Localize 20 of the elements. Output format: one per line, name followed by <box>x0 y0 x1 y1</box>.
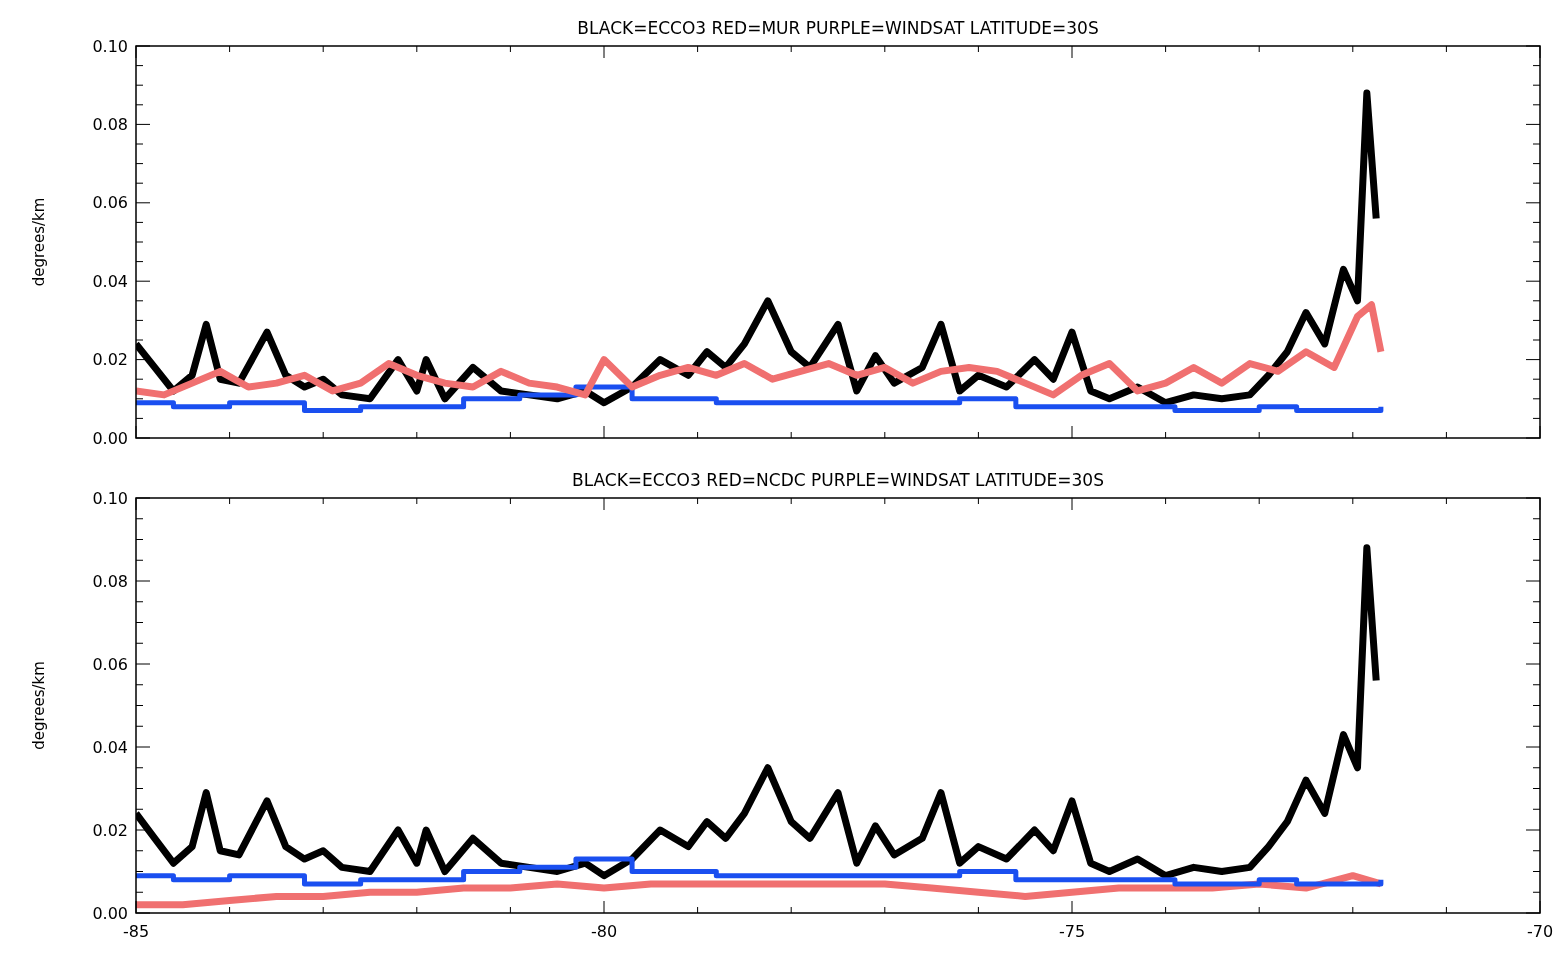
y-tick-label: 0.04 <box>92 271 128 291</box>
x-tick-label: -85 <box>122 922 150 941</box>
y-tick-label: 0.10 <box>92 36 128 56</box>
y-tick-label: 0.06 <box>92 193 128 213</box>
x-tick-label: -75 <box>1058 922 1086 941</box>
y-tick-label: 0.06 <box>92 654 128 674</box>
y-tick-label: 0.08 <box>92 571 128 591</box>
x-tick-label: -80 <box>590 922 618 941</box>
y-axis-title: degrees/km <box>30 661 48 750</box>
y-tick-label: 0.10 <box>92 488 128 508</box>
y-tick-label: 0.00 <box>92 428 128 448</box>
chart-title: BLACK=ECCO3 RED=NCDC PURPLE=WINDSAT LATITUDE=30S <box>572 470 1104 490</box>
y-tick-label: 0.02 <box>92 820 128 840</box>
chart-title: BLACK=ECCO3 RED=MUR PURPLE=WINDSAT LATITUDE=30S <box>577 18 1099 38</box>
x-tick-label: -70 <box>1526 922 1554 941</box>
y-tick-label: 0.08 <box>92 115 128 134</box>
y-tick-label: 0.04 <box>92 737 128 757</box>
y-tick-label: 0.00 <box>92 903 128 923</box>
y-tick-label: 0.02 <box>92 350 128 370</box>
y-axis-title: degrees/km <box>30 197 48 287</box>
